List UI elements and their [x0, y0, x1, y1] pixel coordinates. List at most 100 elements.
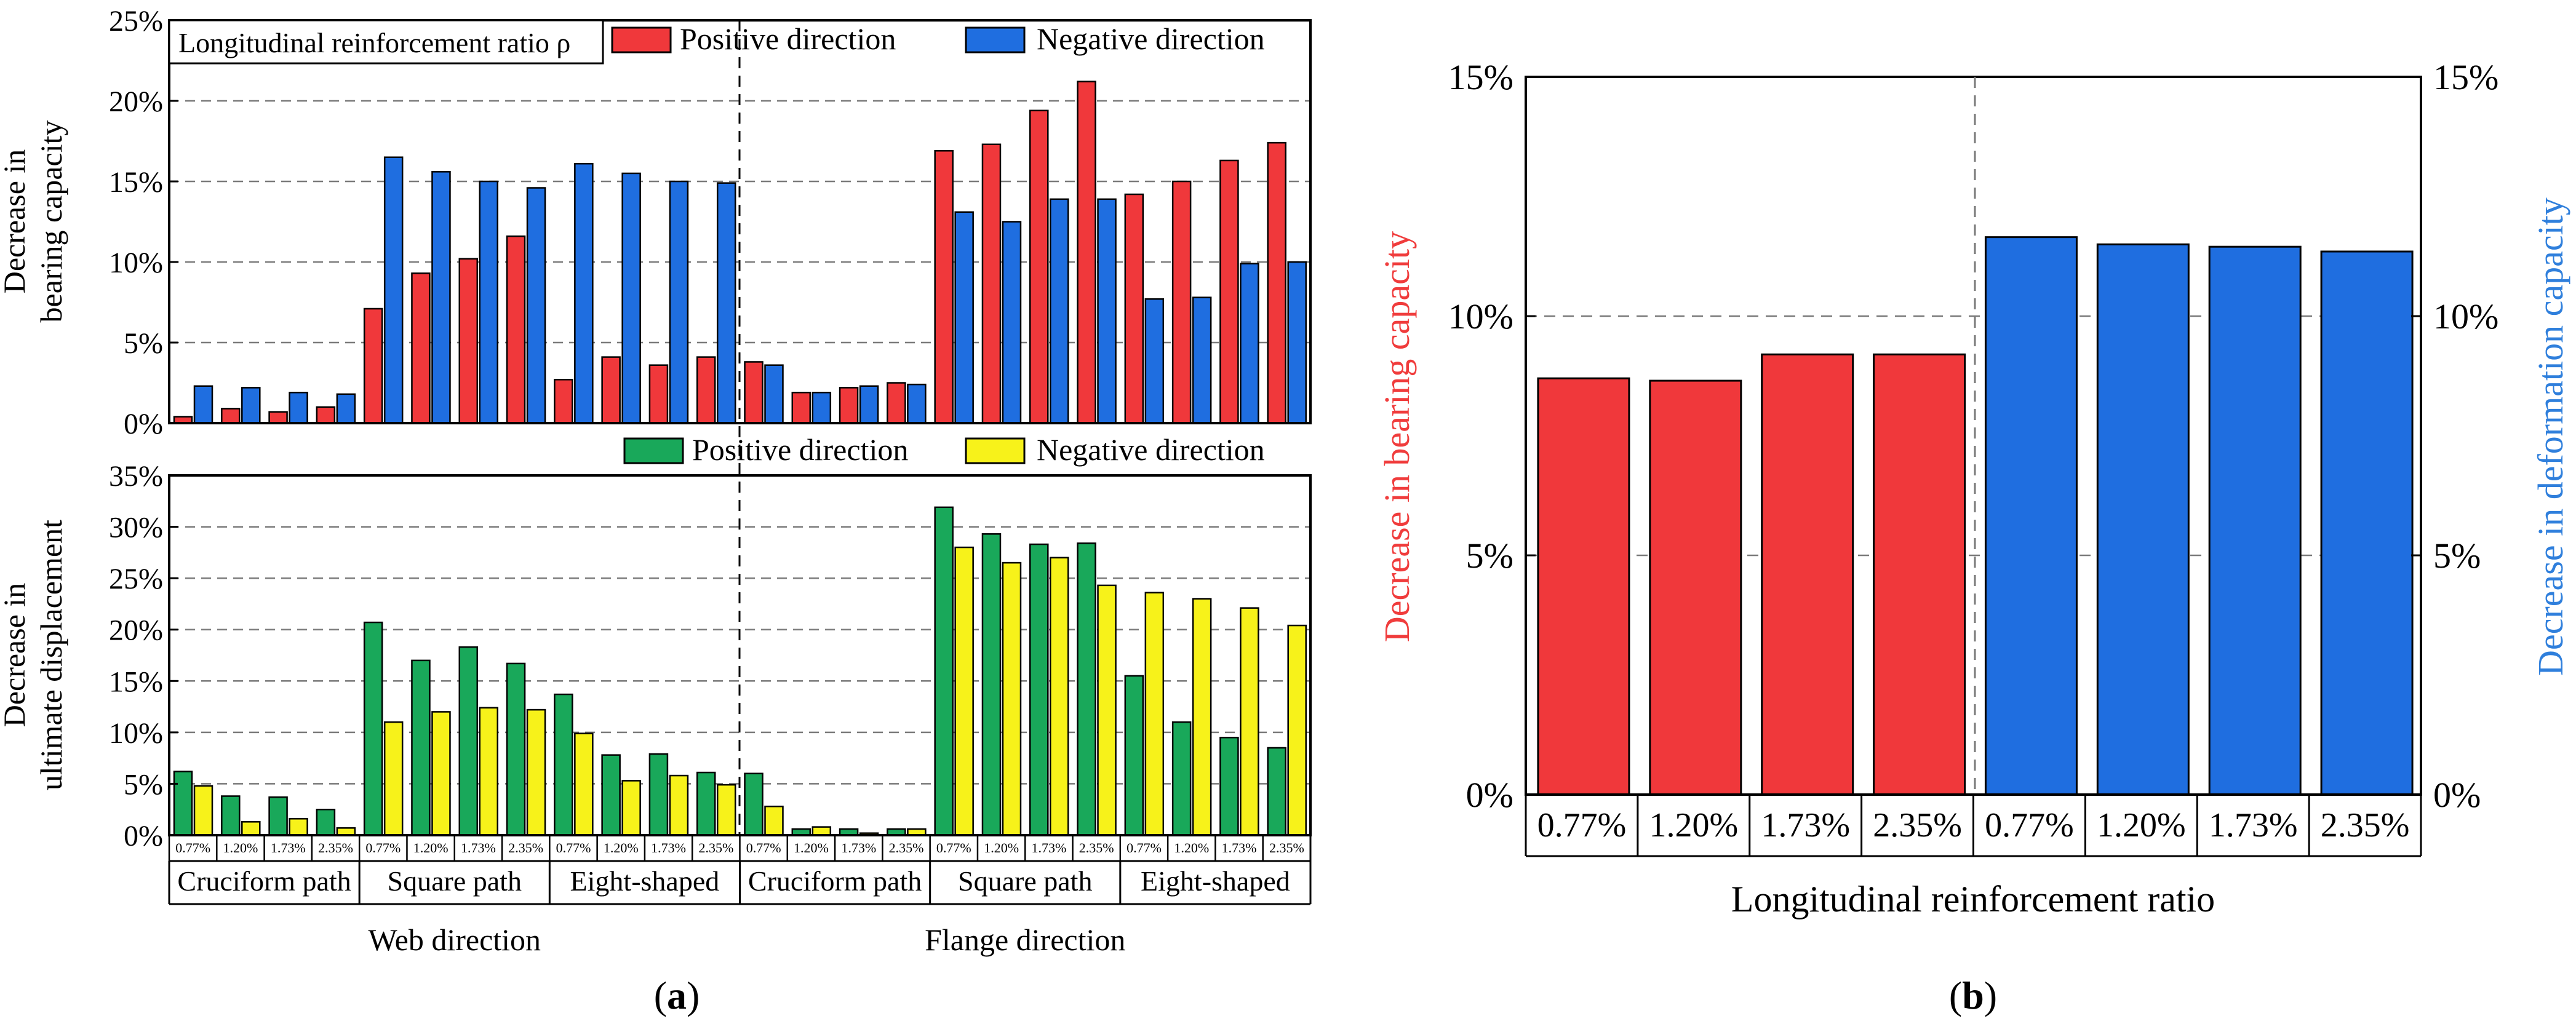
bottom-bar-negative: [1002, 562, 1022, 836]
top-bar-positive: [601, 356, 621, 424]
top-bar-positive: [1029, 109, 1049, 424]
ratio-label: 1.73%: [841, 840, 876, 855]
top-bar-negative: [193, 385, 213, 424]
panel-b-ylabel-right: Decrease in deformation capacity: [2530, 197, 2570, 676]
top-bar-positive: [839, 387, 859, 424]
category-axis-table: 0.77% 1.20% 1.73% 2.35% 0.77% 1.20% 1.73% 2.35%…: [168, 835, 1312, 957]
bottom-bar-negative: [669, 774, 689, 836]
top-bar-negative: [669, 180, 689, 424]
bottom-bar-positive: [173, 771, 193, 836]
panel-b-yticks: 0% 0% 5% 5% 10% 10% 15% 15%: [1448, 57, 2499, 815]
top-bar-positive: [411, 272, 431, 424]
ratio-label: 0.77%: [556, 840, 591, 855]
panel-b-ytick-label-left: 15%: [1448, 57, 1513, 97]
bottom-bar-negative: [241, 821, 261, 836]
bottom-ylabel-line2: ultimate displacement: [34, 520, 68, 790]
panel-b: 0% 0% 5% 5% 10% 10% 15% 15% 0.77% 1.20% 1.73% 2.35…: [1377, 57, 2570, 1017]
bottom-bar-positive: [1219, 736, 1239, 836]
panel-b-bar-bearing: [1649, 379, 1742, 796]
panel-b-bar-bearing: [1537, 377, 1630, 796]
direction-label-web: Web direction: [368, 923, 541, 957]
top-bar-negative: [383, 156, 404, 424]
top-bar-positive: [648, 364, 669, 424]
bottom-bar-positive: [981, 533, 1002, 836]
legend-swatch-red: [611, 26, 672, 54]
ratio-label: 2.35%: [698, 840, 733, 855]
ratio-label: 2.35%: [889, 840, 924, 855]
ratio-label: 0.77%: [175, 840, 210, 855]
ratio-label: 1.20%: [794, 840, 829, 855]
top-bar-negative: [431, 171, 451, 424]
top-bar-negative: [336, 393, 356, 424]
bottom-bar-negative: [574, 732, 594, 836]
ratio-label: 1.20%: [984, 840, 1019, 855]
top-bar-negative: [811, 391, 832, 424]
bottom-bar-positive: [934, 506, 954, 836]
top-bar-negative: [1192, 296, 1212, 424]
top-bar-positive: [1219, 159, 1239, 424]
top-bar-negative: [574, 162, 594, 424]
legend-label-bottom-positive: Positive direction: [692, 432, 908, 467]
top-bar-negative: [1240, 263, 1259, 424]
ratio-label: 1.20%: [223, 840, 258, 855]
bottom-plot-yticks: 0% 5% 10% 15% 20% 25% 30% 35%: [109, 460, 178, 852]
bottom-bar-negative: [383, 721, 404, 836]
top-ytick-label: 0%: [124, 408, 163, 440]
bottom-plot-gridlines: [169, 526, 1310, 785]
top-bar-positive: [791, 391, 811, 424]
top-bar-positive: [934, 149, 954, 424]
top-bar-negative: [716, 182, 736, 424]
bottom-bar-positive: [458, 646, 478, 836]
ratio-label: 1.73%: [271, 840, 306, 855]
bottom-bar-positive: [601, 754, 621, 836]
top-bar-positive: [316, 406, 336, 424]
bottom-bar-negative: [431, 711, 451, 836]
panel-b-ratio-label: 1.20%: [1649, 806, 1738, 844]
ratio-label: 1.73%: [1031, 840, 1066, 855]
panel-b-ytick-label-right: 15%: [2433, 57, 2498, 97]
bottom-bar-negative: [1287, 624, 1307, 836]
ratio-label: 1.73%: [1222, 840, 1257, 855]
ratio-label: 0.77%: [365, 840, 401, 855]
ratio-label: 1.73%: [651, 840, 686, 855]
ratio-label: 2.35%: [508, 840, 543, 855]
path-label: Eight-shaped: [1141, 865, 1290, 897]
panel-b-bar-deformation: [2208, 245, 2302, 796]
top-bar-negative: [1097, 198, 1117, 424]
panel-b-bar-bearing: [1873, 353, 1966, 796]
panel-b-category-table: 0.77% 1.20% 1.73% 2.35% 0.77% 1.20% 1.73% 2.35%: [1525, 795, 2422, 857]
legend-swatch-yellow: [965, 437, 1026, 464]
panel-b-ytick-label-left: 5%: [1466, 536, 1513, 576]
bottom-bar-negative: [954, 546, 974, 836]
bottom-bar-positive: [363, 621, 383, 836]
top-plot-gridlines: [169, 100, 1310, 344]
bottom-bar-positive: [554, 693, 573, 836]
top-bar-positive: [1171, 180, 1192, 424]
top-ytick-label: 25%: [109, 5, 163, 38]
bottom-ytick-label: 35%: [109, 460, 163, 493]
panel-b-ratio-label: 2.35%: [2321, 806, 2410, 844]
bottom-bar-negative: [1050, 557, 1069, 836]
ratio-label: 2.35%: [1079, 840, 1114, 855]
ratio-label: 1.20%: [1174, 840, 1209, 855]
direction-label-flange: Flange direction: [925, 923, 1125, 957]
legend-swatch-blue: [965, 26, 1026, 54]
panel-b-ytick-label-right: 0%: [2433, 775, 2481, 815]
bottom-bar-negative: [479, 707, 498, 836]
legend-swatch-green: [623, 437, 684, 464]
bottom-bar-positive: [1077, 542, 1096, 836]
bottom-bar-negative: [1240, 607, 1259, 836]
bottom-bar-negative: [1144, 592, 1165, 836]
bottom-bar-positive: [506, 662, 526, 836]
panel-b-ytick-label-right: 5%: [2433, 536, 2481, 576]
bottom-bar-positive: [268, 796, 288, 836]
bottom-bar-positive: [696, 771, 716, 836]
bottom-plot-bars: [173, 506, 1307, 836]
bottom-bar-negative: [1192, 598, 1212, 836]
bottom-ytick-label: 10%: [109, 717, 163, 750]
top-bar-negative: [479, 180, 498, 424]
legend-title: Longitudinal reinforcement ratio ρ: [178, 27, 570, 58]
ratio-label: 2.35%: [318, 840, 353, 855]
top-bar-positive: [363, 308, 383, 424]
